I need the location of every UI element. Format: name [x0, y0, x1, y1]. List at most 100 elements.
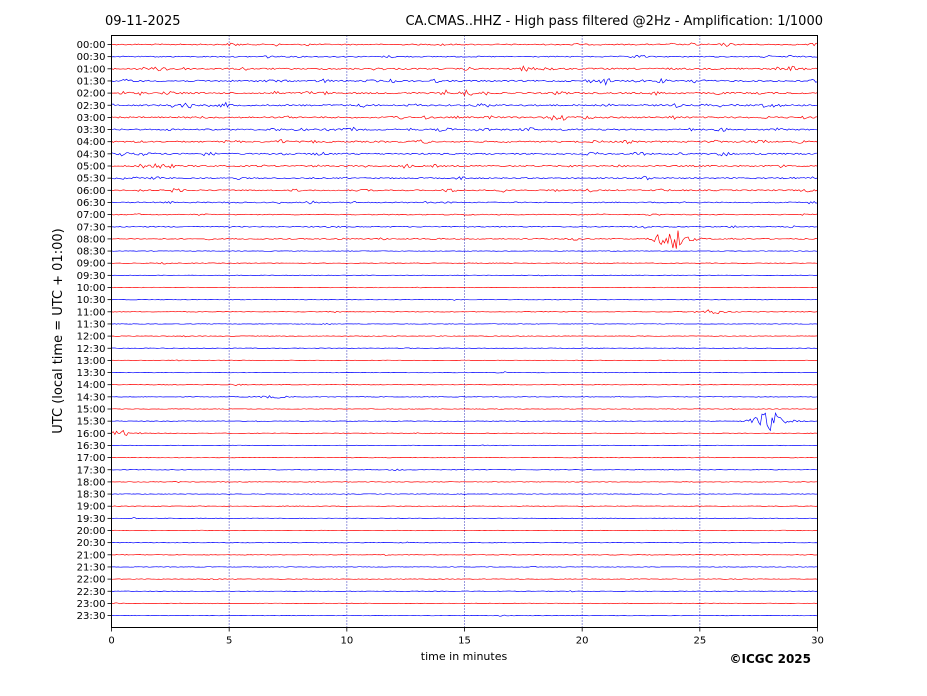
y-tick-label: 11:30 [77, 319, 106, 330]
chart-title: CA.CMAS..HHZ - High pass filtered @2Hz -… [405, 14, 823, 29]
y-tick-label: 03:00 [77, 113, 106, 124]
x-tick-label: 30 [811, 636, 824, 647]
y-tick-label: 01:30 [77, 76, 106, 87]
trace-row [111, 250, 818, 252]
trace-row [111, 309, 818, 314]
trace-row [111, 468, 818, 471]
trace-row [111, 456, 818, 459]
y-tick-label: 18:30 [77, 490, 106, 501]
y-tick-label: 15:00 [77, 405, 106, 416]
y-tick-label: 14:30 [77, 392, 106, 403]
trace-row [111, 529, 818, 532]
y-tick-label: 06:30 [77, 198, 106, 209]
y-tick-label: 00:00 [77, 40, 106, 51]
x-tick-label: 25 [693, 636, 706, 647]
x-tick-label: 0 [108, 636, 114, 647]
y-axis-label: UTC (local time = UTC + 01:00) [51, 228, 66, 433]
y-tick-label: 00:30 [77, 52, 106, 63]
y-tick-label: 18:00 [77, 477, 106, 488]
trace-row [111, 408, 818, 411]
y-tick-label: 03:30 [77, 125, 106, 136]
trace-row [111, 383, 818, 386]
trace-row [111, 151, 818, 157]
y-tick-label: 10:00 [77, 283, 106, 294]
y-tick-label: 15:30 [77, 417, 106, 428]
trace-row [111, 565, 818, 568]
y-tick-label: 19:00 [77, 502, 106, 513]
trace-row [111, 371, 818, 374]
trace-row [111, 335, 818, 338]
gridlines [228, 35, 701, 628]
y-tick-label: 09:00 [77, 259, 106, 270]
trace-row [111, 411, 818, 432]
y-tick-label: 20:30 [77, 538, 106, 549]
y-tick-label: 17:30 [77, 465, 106, 476]
x-tick-label: 15 [458, 636, 471, 647]
trace-row [111, 286, 818, 289]
trace-row [111, 553, 818, 556]
trace-row [111, 42, 818, 47]
y-tick-label: 22:00 [77, 575, 106, 586]
trace-row [111, 188, 818, 193]
x-tick-label: 10 [340, 636, 353, 647]
trace-row [111, 481, 818, 483]
trace-row [111, 493, 818, 495]
y-tick-label: 14:00 [77, 380, 106, 391]
trace-row [111, 359, 818, 362]
y-tick-label: 07:00 [77, 210, 106, 221]
x-tick-label: 5 [226, 636, 232, 647]
trace-row [111, 395, 818, 399]
y-tick-label: 20:00 [77, 526, 106, 537]
y-tick-label: 16:00 [77, 429, 106, 440]
y-tick-label: 06:00 [77, 186, 106, 197]
y-tick-label: 23:00 [77, 599, 106, 610]
y-tick-label: 05:30 [77, 174, 106, 185]
plot-frame [111, 35, 818, 628]
x-axis-label: time in minutes [421, 650, 508, 663]
trace-row [111, 578, 818, 581]
y-tick-label: 07:30 [77, 222, 106, 233]
y-tick-label: 11:00 [77, 307, 106, 318]
trace-row [111, 230, 818, 249]
trace-row [111, 225, 818, 229]
y-tick-label: 17:00 [77, 453, 106, 464]
y-tick-label: 05:00 [77, 162, 106, 173]
trace-row [111, 517, 818, 520]
trace-row [111, 200, 818, 205]
y-tick-label: 12:30 [77, 344, 106, 355]
y-tick-label: 02:30 [77, 101, 106, 112]
trace-row [111, 347, 818, 350]
trace-row [111, 323, 818, 325]
trace-row [111, 262, 818, 265]
trace-row [111, 126, 818, 132]
trace-row [111, 444, 818, 447]
trace-row [111, 77, 818, 86]
trace-row [111, 429, 818, 436]
y-tick-label: 08:00 [77, 234, 106, 245]
trace-row [111, 590, 818, 593]
y-tick-label: 01:00 [77, 64, 106, 75]
y-tick-label: 23:30 [77, 611, 106, 622]
y-tick-label: 04:00 [77, 137, 106, 148]
copyright-label: ©ICGC 2025 [729, 652, 811, 666]
y-tick-label: 22:30 [77, 587, 106, 598]
trace-row [111, 114, 818, 121]
trace-row [111, 602, 818, 605]
trace-row [111, 614, 818, 617]
trace-row [111, 138, 818, 145]
trace-row [111, 175, 818, 181]
x-tick-label: 20 [576, 636, 589, 647]
traces [111, 42, 818, 617]
trace-row [111, 65, 818, 72]
y-tick-label: 21:00 [77, 550, 106, 561]
trace-row [111, 101, 818, 109]
y-tick-label: 21:30 [77, 562, 106, 573]
trace-row [111, 541, 818, 544]
y-tick-label: 19:30 [77, 514, 106, 525]
trace-row [111, 54, 818, 59]
trace-row [111, 213, 818, 216]
y-tick-label: 02:00 [77, 89, 106, 100]
y-tick-label: 13:30 [77, 368, 106, 379]
